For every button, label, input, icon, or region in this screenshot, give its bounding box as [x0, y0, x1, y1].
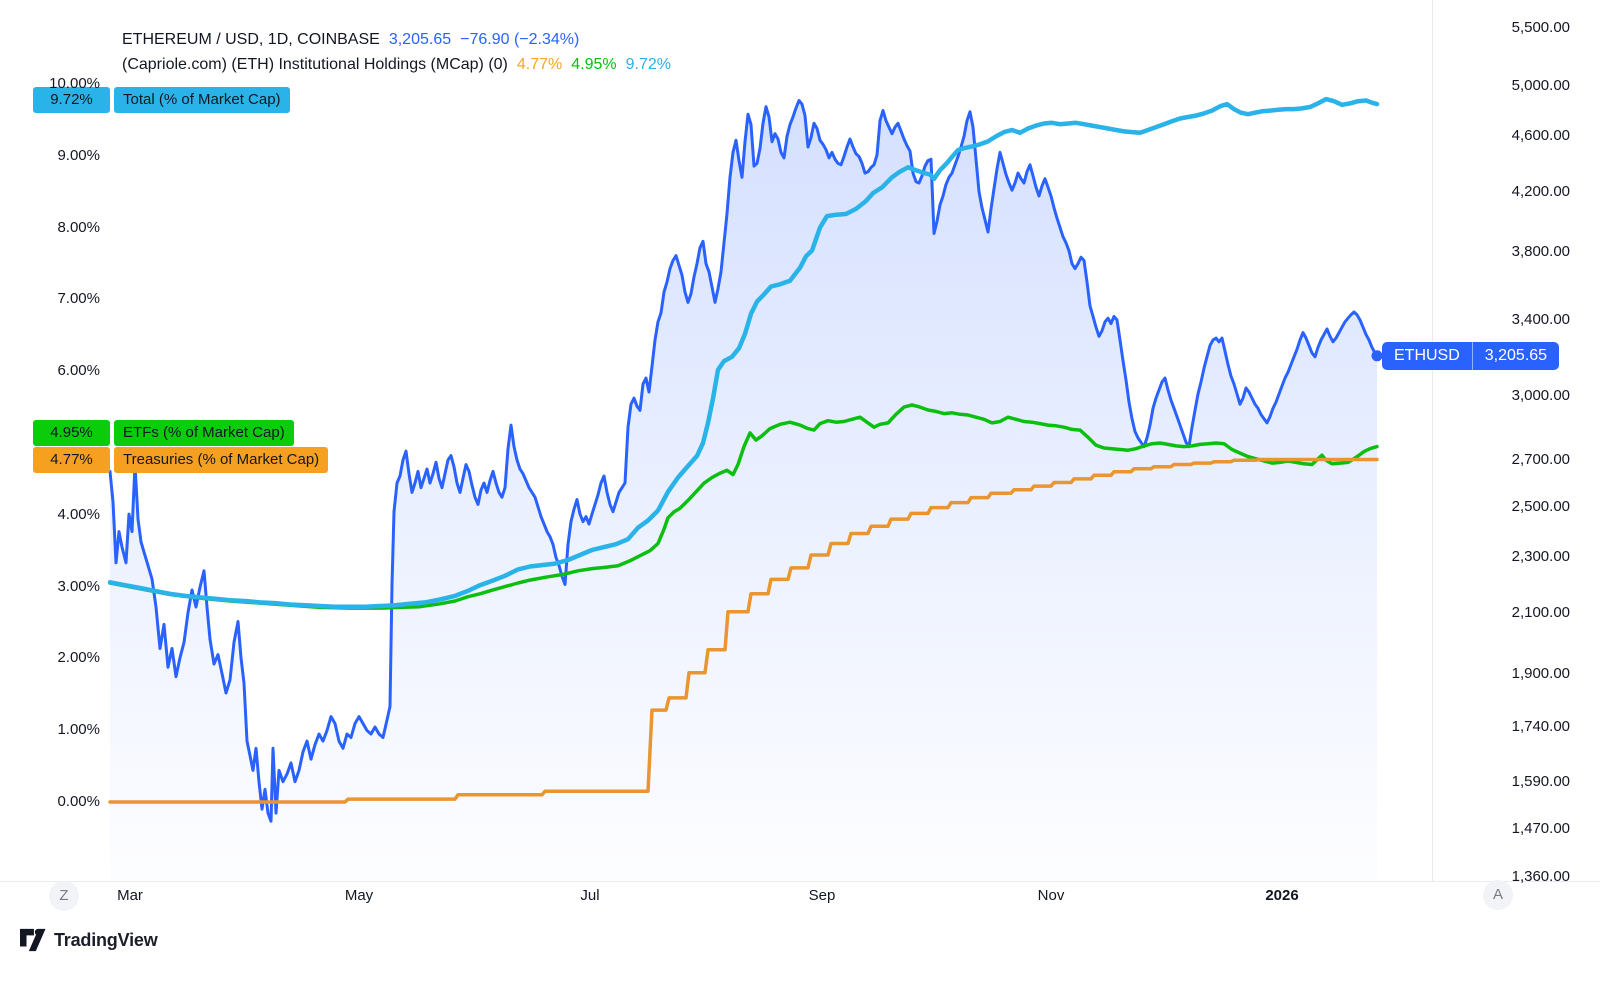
percent-axis-label: 7.00%: [57, 290, 100, 308]
percent-axis-label: 0.00%: [57, 793, 100, 810]
time-axis-label: Jul: [580, 887, 600, 904]
legend-row-indicator[interactable]: (Capriole.com) (ETH) Institutional Holdi…: [122, 55, 671, 75]
price-axis-label: 2,300.00: [1511, 548, 1570, 566]
time-axis-label: Mar: [117, 887, 143, 904]
indicator-title[interactable]: (Capriole.com) (ETH) Institutional Holdi…: [122, 56, 508, 73]
price-change-value: −76.90 (−2.34%): [460, 31, 580, 48]
time-axis-label: Sep: [808, 887, 836, 904]
etfs-line: [108, 403, 1379, 610]
price-axis-label: 1,590.00: [1511, 772, 1570, 790]
tradingview-logo-icon: [20, 928, 46, 952]
percent-axis-label: 6.00%: [57, 362, 100, 380]
symbol-title[interactable]: ETHEREUM / USD, 1D, COINBASE: [122, 31, 380, 48]
last-price-dot: [1371, 350, 1383, 362]
etfs-series-value: 4.95%: [33, 419, 110, 446]
price-axis-label: 2,100.00: [1511, 603, 1570, 621]
price-axis-label: 3,000.00: [1511, 387, 1570, 405]
price-axis-label: 1,360.00: [1511, 867, 1570, 885]
price-axis-label: 2,700.00: [1511, 451, 1570, 469]
total-series-badge: 9.72% Total (% of Market Cap): [33, 87, 290, 114]
time-axis-label: Nov: [1037, 887, 1065, 904]
tradingview-logo[interactable]: TradingView: [20, 928, 158, 952]
etfs-series-label: ETFs (% of Market Cap): [114, 419, 294, 446]
last-price-axis-badge: ETHUSD 3,205.65: [1382, 342, 1560, 370]
indicator-value-total: 9.72%: [625, 56, 672, 73]
legend-row-symbol[interactable]: ETHEREUM / USD, 1D, COINBASE 3,205.65 −7…: [122, 30, 579, 50]
price-axis-label: 1,740.00: [1511, 717, 1570, 735]
price-axis-label: 3,400.00: [1511, 311, 1570, 328]
ticker-price-value: 3,205.65: [1471, 342, 1560, 370]
timezone-button[interactable]: Z: [49, 881, 79, 911]
total-series-value: 9.72%: [33, 87, 110, 114]
percent-axis-label: 8.00%: [57, 218, 100, 236]
total-series-label: Total (% of Market Cap): [114, 87, 290, 114]
price-line: [108, 99, 1379, 823]
percent-axis-label: 10.00%: [49, 75, 100, 92]
time-axis-label: May: [344, 887, 374, 904]
price-axis-label: 5,000.00: [1511, 76, 1570, 94]
indicator-value-treasuries: 4.77%: [516, 56, 563, 73]
total-line: [107, 96, 1380, 609]
percent-axis-label: 4.00%: [57, 505, 100, 523]
treasuries-series-badge: 4.77% Treasuries (% of Market Cap): [33, 446, 329, 473]
price-axis-label: 2,500.00: [1511, 497, 1570, 515]
time-axis-label: 2026: [1265, 887, 1299, 904]
ticker-label: ETHUSD: [1382, 342, 1472, 370]
percent-axis-label: 2.00%: [57, 649, 100, 667]
price-area-fill: [110, 100, 1377, 880]
price-axis-label: 4,600.00: [1511, 127, 1570, 145]
price-axis-label: 3,800.00: [1511, 243, 1570, 261]
price-axis-separator: [1432, 0, 1433, 881]
treasuries-series-value: 4.77%: [33, 446, 110, 473]
tradingview-logo-text: TradingView: [54, 929, 158, 950]
auto-scale-button[interactable]: A: [1483, 880, 1513, 910]
etfs-series-badge: 4.95% ETFs (% of Market Cap): [33, 419, 294, 446]
treasuries-line: [108, 457, 1379, 804]
percent-axis-label: 1.00%: [57, 721, 100, 739]
price-axis-label: 1,900.00: [1511, 664, 1570, 682]
price-axis-label: 4,200.00: [1511, 182, 1570, 200]
last-price-value: 3,205.65: [388, 31, 452, 48]
percent-axis-label: 9.00%: [57, 146, 100, 164]
time-axis-separator: [0, 881, 1600, 882]
price-axis-label: 5,500.00: [1511, 18, 1570, 36]
percent-axis-label: 3.00%: [57, 577, 100, 595]
price-axis-label: 1,470.00: [1511, 820, 1570, 838]
treasuries-series-label: Treasuries (% of Market Cap): [114, 446, 329, 473]
indicator-value-etfs: 4.95%: [571, 56, 617, 73]
